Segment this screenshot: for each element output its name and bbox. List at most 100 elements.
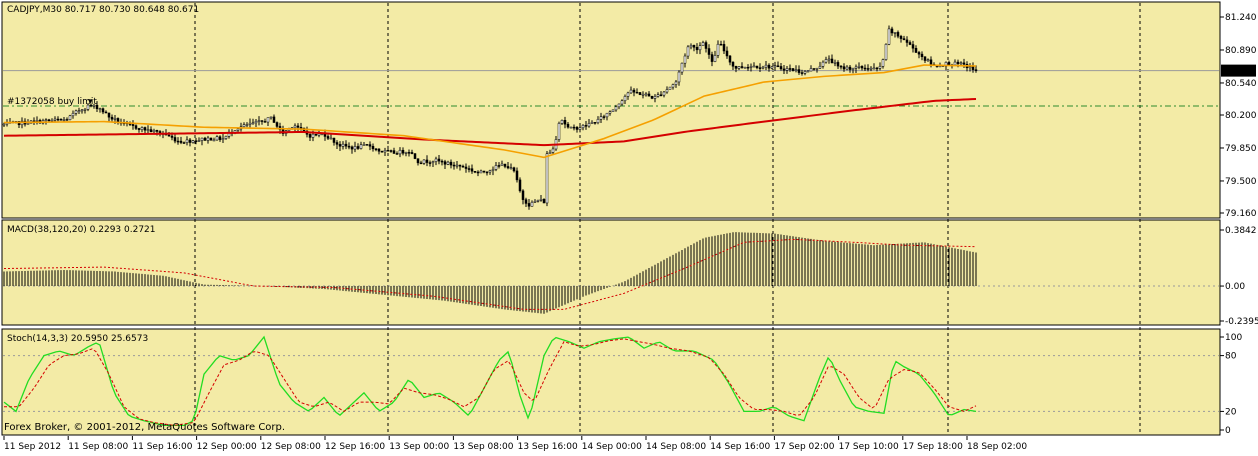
candle-body [191, 140, 195, 143]
candle-body [449, 161, 453, 166]
grid-lines: ▾ [3, 3, 1219, 435]
candle-body [806, 70, 810, 73]
candle-body [212, 139, 216, 142]
candle-body [143, 127, 147, 131]
candle-body [500, 163, 504, 166]
candle-body [371, 145, 375, 150]
candle-body [686, 46, 690, 57]
candle-body [422, 159, 426, 164]
candle-body [770, 66, 774, 69]
candle-body [326, 136, 330, 139]
current-price-label: 80.671 [1224, 67, 1256, 77]
candle-body [503, 163, 507, 167]
candle-body [74, 110, 78, 114]
candle-body [347, 145, 351, 148]
candle-body [317, 133, 321, 136]
macd-tick-label: -0.2395 [1225, 317, 1258, 327]
candle-body [899, 36, 903, 39]
order-arrow-icon: ▾ [88, 97, 93, 107]
candle-body [266, 117, 270, 123]
candle-body [56, 118, 60, 121]
candle-body [296, 125, 300, 128]
candle-body [791, 68, 795, 71]
price-tick-label: 80.200 [1225, 111, 1257, 121]
candle-body [632, 89, 636, 93]
candle-body [152, 130, 156, 132]
candle-body [548, 152, 552, 155]
candle-body [566, 123, 570, 128]
candle-body [809, 68, 813, 72]
candle-body [662, 91, 666, 96]
time-tick-label: 17 Sep 10:00 [839, 442, 899, 452]
candle-body [818, 66, 822, 69]
candle-body [884, 44, 888, 60]
candle-body [134, 125, 138, 129]
stochastic-panel[interactable] [1, 328, 1221, 436]
candle-body [929, 59, 933, 65]
candle-body [602, 116, 606, 118]
candle-body [149, 129, 153, 132]
time-tick-label: 13 Sep 16:00 [518, 442, 578, 452]
candle-body [896, 32, 900, 37]
candle-body [401, 149, 405, 154]
candle-body [545, 153, 549, 204]
time-tick-label: 17 Sep 02:00 [774, 442, 834, 452]
candle-body [218, 136, 222, 140]
candle-body [47, 119, 51, 122]
candle-body [407, 152, 411, 154]
candle-body [755, 65, 759, 68]
candle-body [590, 122, 594, 124]
candle-body [419, 162, 423, 165]
candle-body [308, 134, 312, 138]
candle-body [587, 123, 591, 127]
candle-body [893, 32, 897, 34]
time-tick-label: 17 Sep 18:00 [903, 442, 963, 452]
candle-body [521, 190, 525, 200]
time-tick-label: 12 Sep 16:00 [325, 442, 385, 452]
candle-body [779, 66, 783, 70]
candle-body [926, 59, 930, 62]
candle-body [248, 122, 252, 125]
time-tick-label: 12 Sep 08:00 [261, 442, 321, 452]
main-chart-panel[interactable] [1, 1, 1221, 219]
candle-body [35, 120, 39, 122]
candle-body [182, 142, 186, 144]
candle-body [680, 62, 684, 73]
candle-body [713, 55, 717, 62]
candle-body [539, 199, 543, 201]
candle-body [215, 136, 219, 141]
candle-body [497, 165, 501, 167]
candle-body [881, 59, 885, 67]
candle-body [377, 148, 381, 152]
candle-body [698, 45, 702, 51]
candle-body [647, 93, 651, 97]
candle-body [62, 119, 66, 121]
candle-body [170, 135, 174, 138]
candle-body [644, 93, 648, 96]
macd-histogram [3, 232, 977, 314]
candle-body [749, 66, 753, 68]
candle-body [947, 62, 951, 66]
candle-body [599, 116, 603, 120]
current-price-tag [1221, 64, 1256, 77]
candle-body [440, 160, 444, 163]
stochastic-label: Stoch(14,3,3) 20.5950 25.6573 [7, 334, 149, 344]
candle-body [824, 59, 828, 63]
candle-body [614, 106, 618, 111]
candle-body [959, 62, 963, 65]
moving-average-fast-line [3, 64, 977, 159]
candle-body [815, 67, 819, 70]
candle-body [494, 165, 498, 170]
candle-body [368, 144, 372, 147]
candle-body [593, 122, 597, 124]
candle-body [692, 45, 696, 48]
candle-body [512, 167, 516, 172]
candle-body [953, 61, 957, 66]
candle-body [803, 71, 807, 74]
macd-panel[interactable] [1, 219, 1221, 326]
candle-body [383, 150, 387, 153]
copyright-text: Forex Broker, © 2001-2012, MetaQuotes So… [4, 422, 286, 433]
candle-body [392, 150, 396, 154]
